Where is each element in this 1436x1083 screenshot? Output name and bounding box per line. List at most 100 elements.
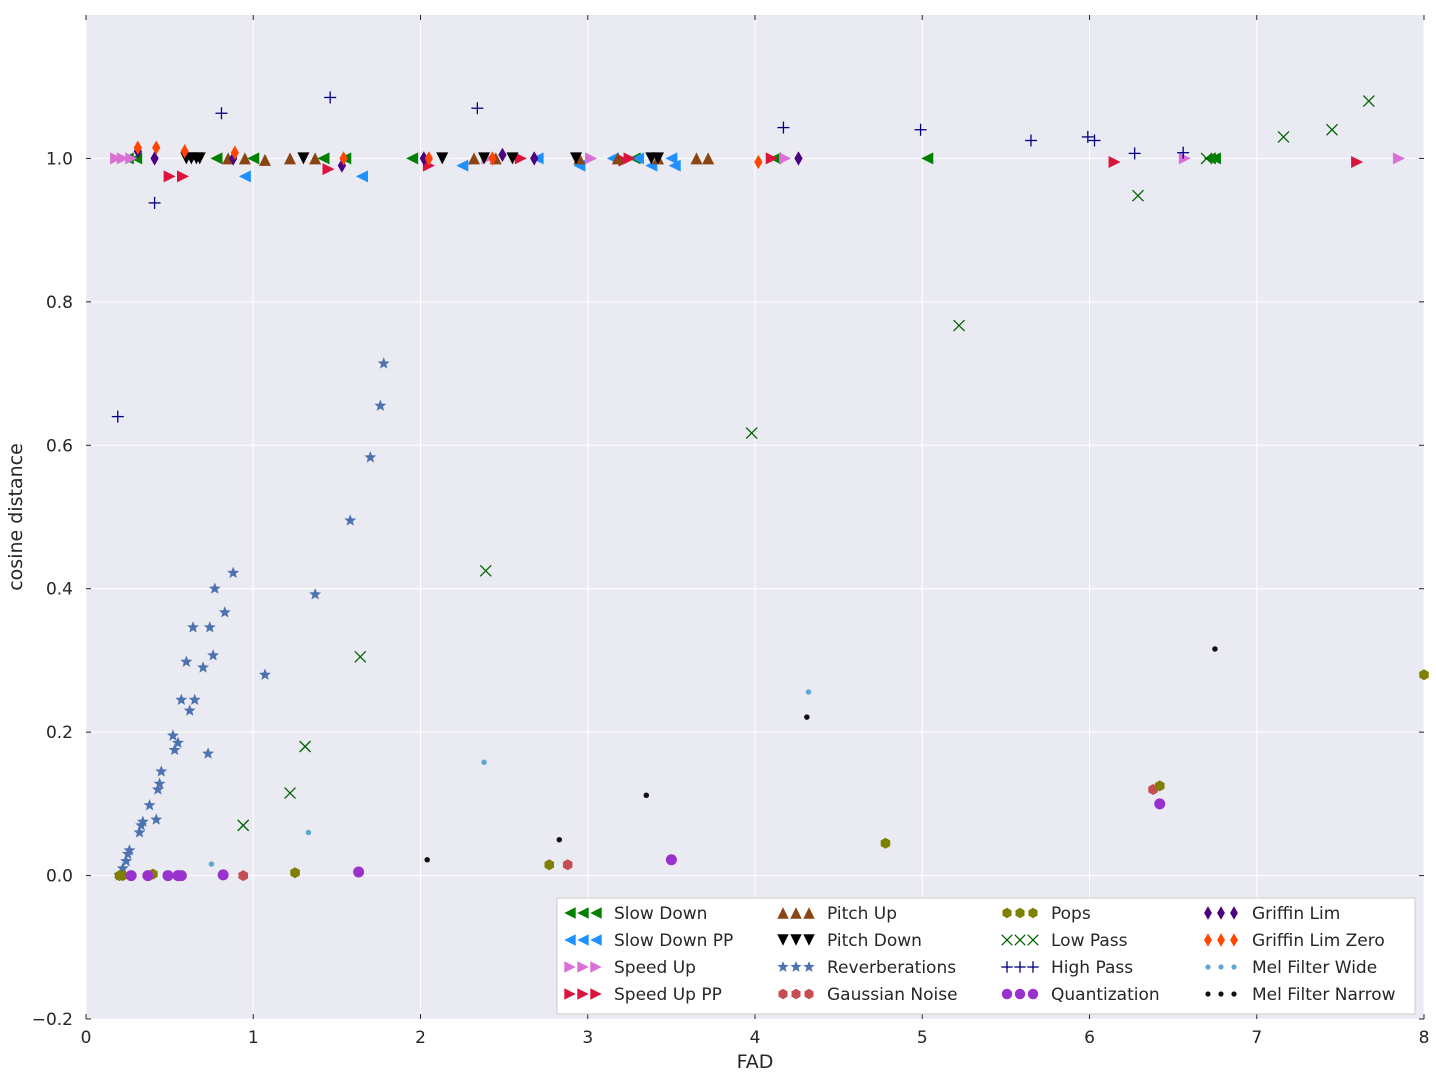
legend-marker [564,988,576,1000]
data-point [562,859,573,871]
data-point [530,151,539,166]
data-point [175,870,187,882]
data-points [110,91,1429,882]
x-stroke [1132,189,1144,202]
data-point [424,151,433,166]
series-mel-filter-wide [208,689,812,867]
x-stroke [284,787,297,800]
x-stroke [1200,152,1213,165]
data-point [215,107,228,120]
data-point [110,152,123,165]
data-point [125,870,137,882]
data-point [1212,646,1218,652]
data-point [229,151,238,166]
data-point [163,170,176,183]
legend-marker [1028,907,1038,919]
legend-marker [790,907,802,919]
data-point [1081,130,1094,143]
data-point [1154,780,1165,792]
legend-label: Slow Down [614,904,707,924]
y-tick-label: −0.2 [32,1010,73,1030]
legend-label: Pitch Down [827,931,922,951]
legend-marker [577,988,589,1000]
data-point [914,123,927,136]
data-point [188,693,201,705]
data-point [202,747,215,759]
data-point [498,147,507,162]
data-point [1351,156,1364,169]
legend-marker [1231,991,1237,997]
data-point [353,866,365,878]
data-point [1419,669,1429,681]
x-stroke [953,319,966,332]
legend-marker [791,988,801,1000]
data-point [187,621,200,633]
legend-marker [1001,934,1013,946]
data-point [324,91,337,104]
series-low-pass [237,95,1375,832]
x-tick-label: 4 [750,1028,761,1048]
data-point [1277,130,1290,143]
legend-marker [1218,991,1224,997]
data-point [702,152,715,165]
legend-marker [1205,991,1211,997]
data-point [777,121,790,134]
x-tick-label: 6 [1084,1028,1095,1048]
legend-entry: Griffin Lim [1204,904,1340,924]
data-point [544,859,555,871]
data-point [488,151,497,166]
legend-marker [1027,961,1039,973]
data-point [322,163,335,176]
x-stroke [1027,934,1039,946]
data-point [506,152,519,165]
data-point [111,410,124,423]
y-axis-label: cosine distance [5,443,27,591]
data-point [258,153,271,166]
data-point [217,869,229,881]
data-point [651,152,664,165]
data-point [1326,123,1338,136]
x-axis-label: FAD [737,1051,774,1073]
x-tick-label: 5 [917,1028,928,1048]
legend-marker [777,961,789,972]
legend-marker [803,907,815,919]
data-point [208,582,221,594]
y-tick-label: 0.8 [46,293,73,313]
legend-marker [778,988,788,1000]
data-point [305,829,312,836]
data-point [183,704,196,716]
x-tick-label: 7 [1251,1028,1262,1048]
y-tick-label: 1.0 [46,149,73,169]
data-point [436,152,449,165]
series-high-pass [111,91,1190,423]
data-point [1208,152,1221,165]
data-point [180,144,189,159]
data-point [570,152,583,165]
data-point [765,152,778,165]
data-point [805,689,812,695]
legend-marker [577,961,589,973]
data-point [175,693,188,705]
data-point [230,145,239,160]
data-point [1108,156,1121,169]
data-point [1362,95,1375,108]
data-point [745,427,758,440]
data-point [364,451,377,463]
legend-entry: Low Pass [1001,931,1128,951]
series-pops [114,669,1429,882]
legend-box [556,897,1416,1015]
series-griffin-lim-zero [133,140,763,170]
data-point [136,815,149,827]
data-point [953,319,966,332]
legend-label: Mel Filter Wide [1252,958,1377,978]
legend-entry: Pitch Down [777,931,922,951]
legend-label: Mel Filter Narrow [1252,985,1396,1005]
data-point [668,159,681,172]
data-point [456,159,469,172]
data-point [197,661,210,673]
legend-marker [1231,964,1237,970]
legend-marker [1217,906,1225,920]
legend-entry: Gaussian Noise [778,985,958,1005]
data-point [123,844,136,856]
